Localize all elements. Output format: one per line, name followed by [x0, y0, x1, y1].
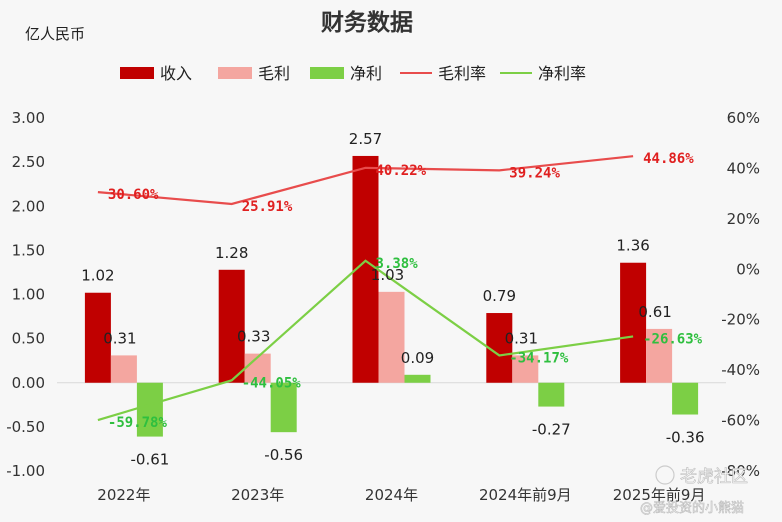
- data-label-毛利: 1.03: [371, 266, 404, 284]
- line-毛利率: [97, 155, 634, 206]
- bar-毛利: [110, 355, 137, 383]
- pct-label-毛利率: 40.22%: [376, 163, 427, 179]
- legend-label-收入: 收入: [160, 64, 192, 83]
- y-right-tick: 60%: [727, 109, 760, 127]
- data-label-收入: 2.57: [349, 130, 382, 148]
- bars: [84, 155, 699, 437]
- y-right-tick: 40%: [727, 159, 760, 177]
- axes: 3.00 2.50 2.00 1.50 1.00 0.50 0.00 -0.50 -1.00 60…: [6, 109, 760, 504]
- legend-swatch-毛利: [218, 67, 252, 79]
- pct-label-净利率: -26.63%: [643, 331, 703, 347]
- data-label-净利: -0.61: [130, 451, 169, 469]
- bar-毛利: [646, 328, 673, 383]
- pct-label-毛利率: 25.91%: [242, 199, 293, 215]
- unit-label: 亿人民币: [25, 25, 85, 43]
- pct-label-毛利率: 44.86%: [643, 151, 694, 167]
- legend-swatch-收入: [120, 67, 154, 79]
- y-left-tick: 1.50: [12, 241, 45, 259]
- bar-收入: [84, 292, 111, 383]
- x-tick-label: 2025年前9月: [613, 486, 706, 504]
- y-left-tick: -1.00: [6, 462, 45, 480]
- y-left-tick: 3.00: [12, 109, 45, 127]
- legend-swatch-净利: [310, 67, 344, 79]
- y-right-tick: -80%: [721, 462, 760, 480]
- line-净利率: [97, 259, 634, 422]
- y-left-tick: -0.50: [6, 418, 45, 436]
- data-label-毛利: 0.33: [237, 328, 270, 346]
- legend-label-毛利: 毛利: [258, 64, 290, 83]
- y-left-tick: 0.50: [12, 330, 45, 348]
- data-label-收入: 1.02: [81, 267, 114, 285]
- bar-收入: [218, 269, 245, 383]
- data-label-净利: 0.09: [401, 349, 434, 367]
- y-right-tick: -60%: [721, 412, 760, 430]
- bar-净利: [672, 382, 699, 415]
- y-right-tick: 0%: [736, 260, 760, 278]
- data-labels: 1.02 1.28 2.57 0.79 1.36 0.31 0.33 1.03 0.31 0.61…: [81, 130, 704, 469]
- watermark: 老虎社区 @爱投资的小熊猫: [640, 465, 748, 516]
- bar-毛利: [378, 291, 405, 383]
- x-tick-label: 2024年: [365, 486, 418, 504]
- data-label-收入: 1.36: [616, 237, 649, 255]
- pct-label-净利率: -44.05%: [242, 375, 302, 391]
- x-tick-label: 2024年前9月: [479, 486, 572, 504]
- watermark-text-1: 老虎社区: [680, 467, 748, 487]
- bar-收入: [620, 262, 647, 383]
- y-left-tick: 1.00: [12, 286, 45, 304]
- x-tick-label: 2022年: [97, 486, 150, 504]
- pct-label-毛利率: 39.24%: [509, 165, 560, 181]
- bar-净利: [136, 382, 163, 437]
- pct-label-毛利率: 30.60%: [108, 187, 159, 203]
- pct-label-净利率: -59.78%: [108, 415, 168, 431]
- bar-毛利: [512, 355, 539, 383]
- bar-收入: [486, 313, 513, 383]
- y-left-tick: 2.50: [12, 153, 45, 171]
- lines: [97, 155, 634, 422]
- legend-label-净利: 净利: [350, 64, 382, 83]
- x-tick-label: 2023年: [231, 486, 284, 504]
- data-label-毛利: 0.61: [638, 303, 671, 321]
- y-right-tick: -40%: [721, 361, 760, 379]
- bar-净利: [270, 382, 297, 433]
- watermark-text-2: @爱投资的小熊猫: [640, 500, 744, 516]
- y-right-tick: 20%: [727, 210, 760, 228]
- data-label-净利: -0.27: [532, 421, 571, 439]
- bar-净利: [538, 382, 565, 407]
- y-left-tick: 2.00: [12, 197, 45, 215]
- y-right-tick: -20%: [721, 311, 760, 329]
- legend-label-毛利率: 毛利率: [438, 64, 486, 83]
- data-label-毛利: 0.31: [505, 329, 538, 347]
- data-label-净利: -0.36: [666, 429, 705, 447]
- legend: 收入 毛利 净利 毛利率 净利率: [120, 64, 586, 83]
- watermark-logo-icon: [655, 465, 675, 485]
- data-label-收入: 0.79: [483, 287, 516, 305]
- data-label-净利: -0.56: [264, 446, 303, 464]
- bar-净利: [404, 374, 431, 383]
- y-left-tick: 0.00: [12, 374, 45, 392]
- data-label-毛利: 0.31: [103, 329, 136, 347]
- pct-label-净利率: -34.17%: [509, 350, 569, 366]
- legend-label-净利率: 净利率: [538, 64, 586, 83]
- data-label-收入: 1.28: [215, 244, 248, 262]
- chart-title: 财务数据: [321, 10, 413, 36]
- pct-label-净利率: 3.38%: [376, 256, 419, 272]
